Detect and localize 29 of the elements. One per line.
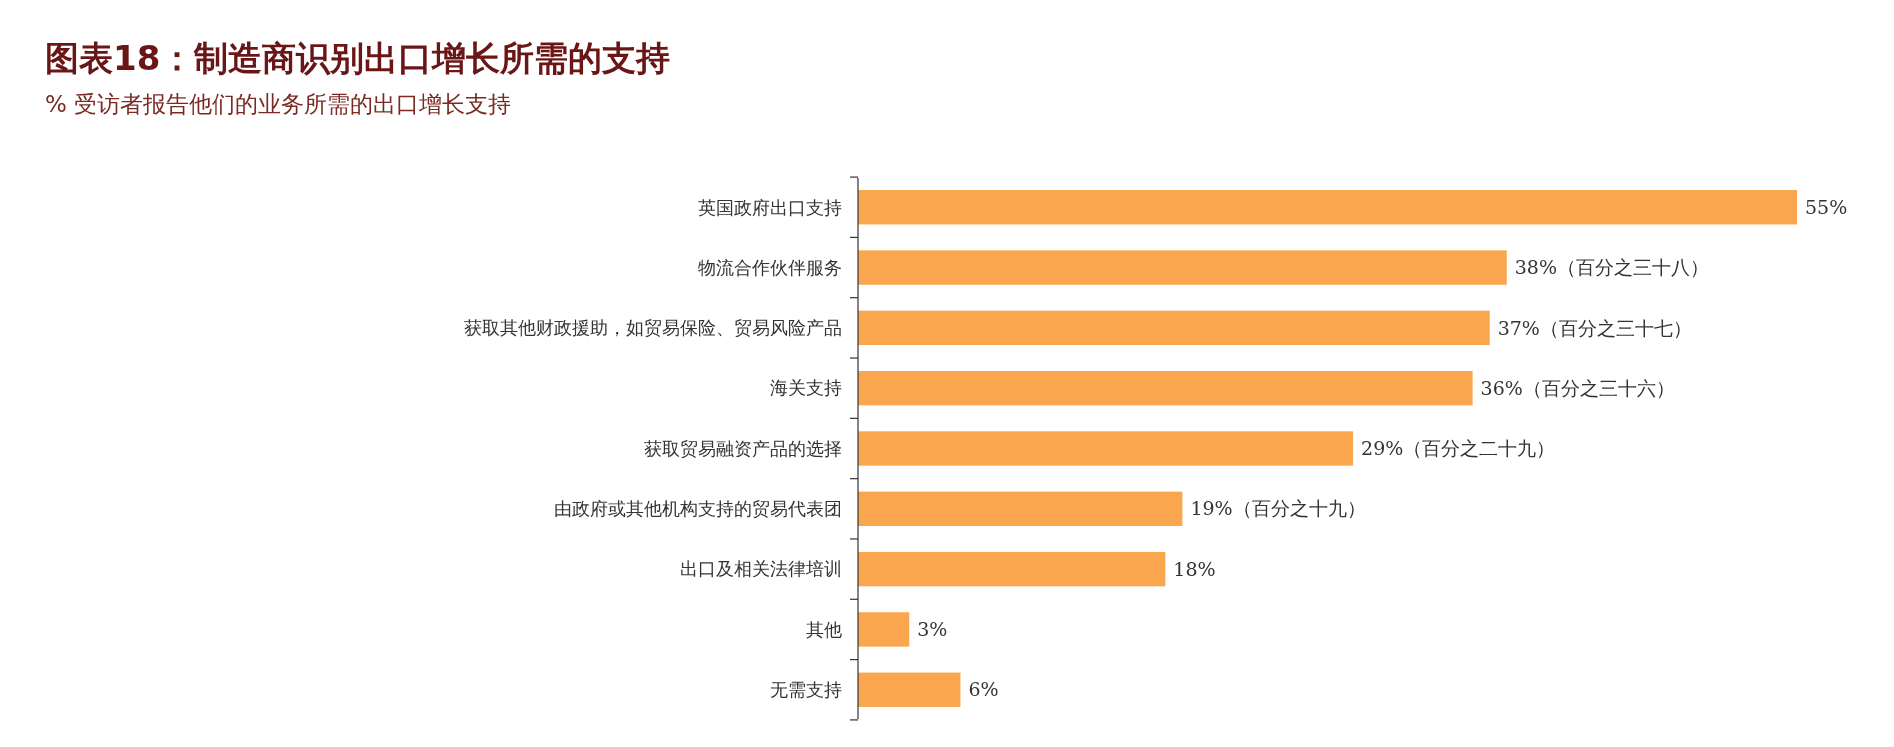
data-label: 6% (968, 678, 999, 701)
y-tick-label: 英国政府出口支持 (698, 196, 842, 218)
data-label: 36%（百分之三十六） (1480, 376, 1675, 399)
data-label: 38%（百分之三十八） (1514, 256, 1709, 279)
bar (858, 491, 1183, 526)
bar (858, 551, 1166, 587)
y-tick-label: 出口及相关法律培训 (680, 558, 842, 580)
y-tick-label: 无需支持 (770, 679, 842, 701)
data-label: 3% (917, 618, 948, 641)
y-tick-label: 由政府或其他机构支持的贸易代表团 (554, 498, 842, 520)
text: 图表18：制造商识别出口增长所需的支持 (45, 38, 671, 78)
y-tick-label: 物流合作伙伴服务 (698, 256, 842, 278)
bar (858, 431, 1354, 466)
data-label: 37%（百分之三十七） (1497, 316, 1692, 339)
text: % 受访者报告他们的业务所需的出口增长支持 (45, 91, 512, 117)
bar (858, 672, 961, 707)
bar (858, 612, 910, 647)
bar (858, 310, 1490, 346)
y-tick-label: 海关支持 (770, 377, 842, 399)
data-label: 29%（百分之二十九） (1361, 437, 1556, 460)
data-label: 18% (1173, 557, 1216, 580)
y-tick-label: 获取贸易融资产品的选择 (644, 437, 842, 459)
bar (858, 250, 1507, 285)
data-label: 55% (1805, 195, 1848, 218)
bar (858, 371, 1473, 406)
data-label: 19%（百分之十九） (1190, 497, 1366, 520)
bar (858, 190, 1797, 225)
y-tick-label: 其他 (806, 618, 842, 640)
y-tick-label: 获取其他财政援助，如贸易保险、贸易风险产品 (464, 317, 842, 339)
